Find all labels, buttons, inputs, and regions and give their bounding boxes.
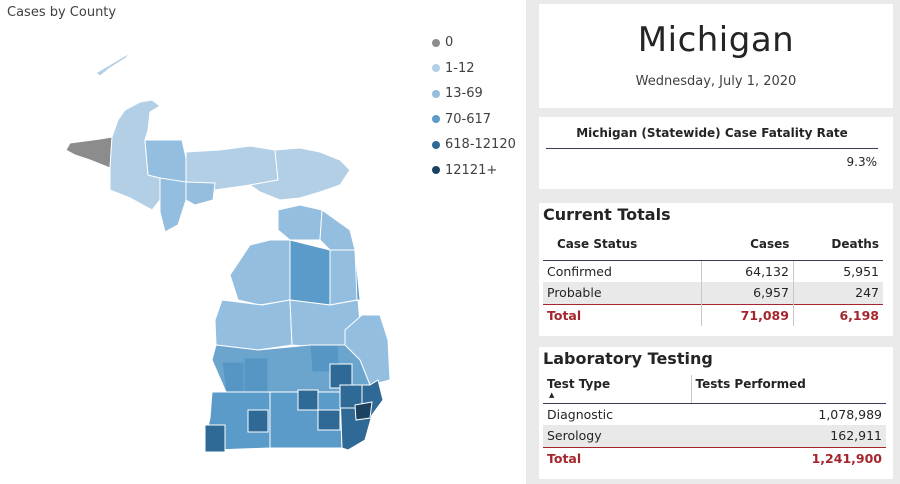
col-tests-performed[interactable]: Tests Performed: [690, 375, 886, 404]
map-legend: 0 1-12 13-69 70-617 618-12120 12121+: [432, 30, 516, 183]
legend-label: 12121+: [445, 162, 498, 178]
county-isle-royale[interactable]: [95, 52, 131, 77]
total-row: Total 1,241,900: [543, 446, 886, 469]
legend-swatch-icon: [432, 38, 440, 47]
legend-label: 13-69: [445, 86, 483, 102]
county-washtenaw[interactable]: [317, 409, 341, 431]
county-upper-peninsula-marquette[interactable]: [144, 139, 187, 183]
col-deaths[interactable]: Deaths: [793, 229, 883, 261]
fatality-rate-card: Michigan (Statewide) Case Fatality Rate …: [539, 117, 893, 189]
total-row: Total 71,089 6,198: [543, 303, 883, 326]
county-west-central[interactable]: [214, 299, 293, 351]
cell-deaths: 5,951: [792, 260, 883, 282]
cell-status: Confirmed: [547, 263, 612, 279]
county-berrien[interactable]: [204, 424, 226, 453]
county-northwest-lower[interactable]: [229, 239, 291, 306]
sort-ascending-icon[interactable]: ▲: [549, 391, 555, 399]
cell-cases: 64,132: [700, 260, 794, 282]
map-title: Cases by County: [7, 5, 117, 20]
legend-swatch-icon: [432, 115, 440, 124]
cell-cases: 6,957: [700, 282, 794, 304]
table-row: Diagnostic 1,078,989: [543, 403, 886, 425]
legend-item[interactable]: 70-617: [432, 107, 516, 133]
current-totals-card: Current Totals Case Status Cases Deaths …: [539, 203, 893, 336]
cell-tests: 1,078,989: [818, 406, 882, 422]
county-wayne[interactable]: [354, 401, 373, 421]
title-card: Michigan Wednesday, July 1, 2020: [539, 4, 893, 108]
legend-label: 0: [445, 35, 454, 51]
legend-swatch-icon: [432, 166, 440, 175]
cell-test-type: Serology: [543, 425, 691, 447]
county-genesee[interactable]: [329, 363, 353, 389]
total-deaths: 6,198: [792, 303, 883, 326]
cell-deaths: 247: [792, 282, 883, 304]
current-totals-title: Current Totals: [543, 205, 671, 224]
total-label: Total: [543, 446, 691, 469]
county-schoolcraft[interactable]: [185, 181, 216, 206]
fatality-rate-value: 9.3%: [846, 155, 878, 169]
fatality-rate-label: Michigan (Statewide) Case Fatality Rate: [546, 126, 878, 149]
county-ingham[interactable]: [297, 389, 319, 411]
county-upper-peninsula-east[interactable]: [248, 147, 351, 201]
county-delta[interactable]: [159, 177, 187, 233]
legend-item[interactable]: 1-12: [432, 56, 516, 82]
legend-item[interactable]: 0: [432, 30, 516, 56]
col-case-status[interactable]: Case Status: [543, 229, 702, 261]
lab-testing-title: Laboratory Testing: [543, 349, 713, 368]
totals-table: Case Status Cases Deaths Confirmed 64,13…: [543, 229, 883, 326]
col-test-type[interactable]: Test Type ▲: [543, 375, 691, 404]
total-label: Total: [543, 303, 702, 326]
table-row: Probable 6,957 247: [543, 282, 883, 304]
county-map-panel: Cases by County 0 1-12 13-69 70-617 618-1212…: [0, 0, 526, 484]
county-cheboygan[interactable]: [319, 209, 356, 251]
lab-table: Test Type ▲ Tests Performed Diagnostic 1…: [543, 375, 886, 469]
report-date: Wednesday, July 1, 2020: [635, 74, 797, 89]
legend-item[interactable]: 618-12120: [432, 132, 516, 158]
col-test-type-label: Test Type: [547, 377, 611, 391]
county-emmet[interactable]: [277, 204, 323, 241]
laboratory-testing-card: Laboratory Testing Test Type ▲ Tests Per…: [539, 347, 893, 479]
legend-swatch-icon: [432, 64, 440, 73]
cell-tests: 162,911: [691, 425, 886, 447]
county-northeast-lower[interactable]: [329, 249, 358, 306]
total-tests: 1,241,900: [691, 446, 886, 469]
legend-swatch-icon: [432, 89, 440, 98]
total-cases: 71,089: [700, 303, 794, 326]
michigan-county-map[interactable]: [0, 0, 526, 484]
legend-label: 70-617: [445, 111, 492, 127]
table-row: Confirmed 64,132 5,951: [543, 260, 883, 282]
legend-item[interactable]: 13-69: [432, 81, 516, 107]
col-cases[interactable]: Cases: [701, 229, 794, 261]
legend-label: 1-12: [445, 60, 475, 76]
table-row: Serology 162,911: [543, 425, 886, 447]
state-title: Michigan: [637, 20, 795, 60]
county-gogebic[interactable]: [65, 136, 113, 169]
county-kalamazoo[interactable]: [247, 409, 269, 433]
cell-status: Probable: [543, 282, 702, 304]
legend-item[interactable]: 12121+: [432, 158, 516, 184]
legend-swatch-icon: [432, 140, 440, 149]
cell-test-type: Diagnostic: [547, 406, 614, 422]
legend-label: 618-12120: [445, 137, 516, 153]
